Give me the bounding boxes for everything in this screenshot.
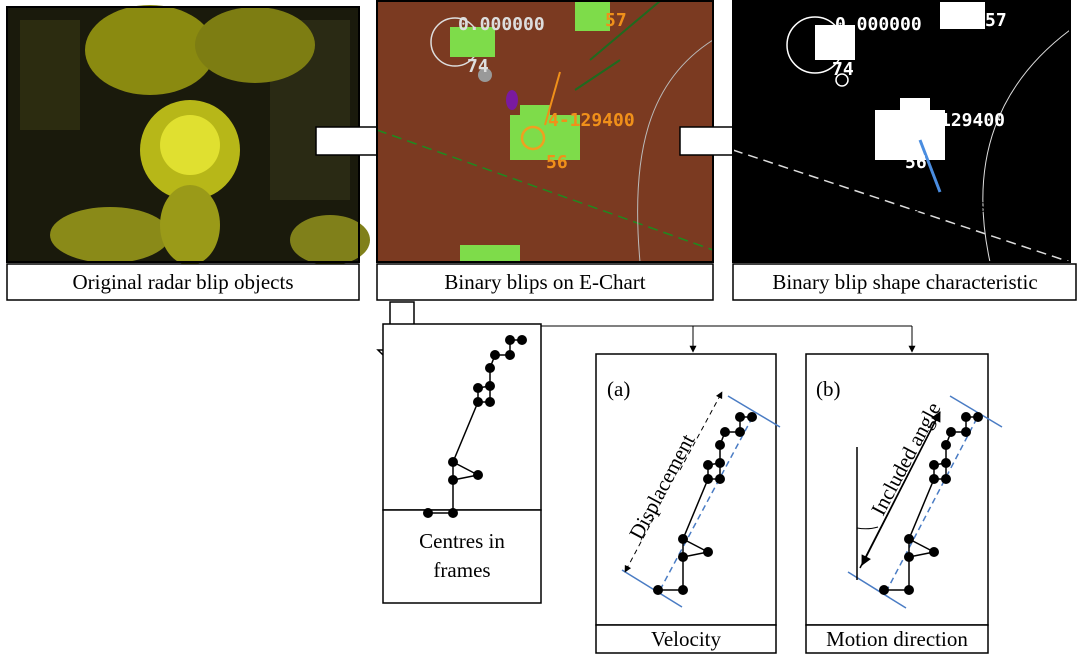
centre-dot	[735, 427, 745, 437]
centre-dot	[517, 335, 527, 345]
caption: Motion direction	[826, 627, 968, 651]
centre-dot	[505, 335, 515, 345]
centre-dot	[678, 552, 688, 562]
centre-dot	[490, 350, 500, 360]
centre-dot	[448, 457, 458, 467]
centre-dot	[941, 474, 951, 484]
echart-label: 0.000000	[458, 14, 545, 35]
centre-dot	[703, 460, 713, 470]
centre-dot	[929, 474, 939, 484]
centre-dot	[715, 474, 725, 484]
centre-dot	[879, 585, 889, 595]
centre-dot	[946, 427, 956, 437]
centre-dot	[473, 397, 483, 407]
centre-dot	[485, 381, 495, 391]
centre-dot	[904, 585, 914, 595]
centre-dot	[904, 534, 914, 544]
centre-dot	[448, 508, 458, 518]
centre-dot	[961, 427, 971, 437]
centre-dot	[941, 440, 951, 450]
centre-dot	[448, 475, 458, 485]
binary-label: 57	[985, 10, 1007, 31]
radar-binary	[733, 1, 1070, 262]
centre-dot	[904, 552, 914, 562]
centre-dot	[485, 397, 495, 407]
centre-dot	[961, 412, 971, 422]
centre-dot	[653, 585, 663, 595]
caption: Velocity	[651, 627, 721, 651]
centres-panel	[383, 324, 541, 510]
echart-label: 4-129400	[548, 110, 635, 131]
panel-tag: (a)	[607, 377, 630, 401]
centre-dot	[735, 412, 745, 422]
centre-dot	[747, 412, 757, 422]
centre-dot	[703, 547, 713, 557]
centre-dot	[973, 412, 983, 422]
radar-echart	[377, 1, 713, 262]
centre-dot	[678, 585, 688, 595]
echart-label: 57	[605, 10, 627, 31]
centre-dot	[929, 460, 939, 470]
centre-dot	[941, 458, 951, 468]
centre-dot	[703, 474, 713, 484]
caption: frames	[433, 558, 490, 582]
centre-dot	[485, 363, 495, 373]
binary-label: 129400	[940, 110, 1005, 131]
centre-dot	[423, 508, 433, 518]
caption: Centres in	[419, 529, 505, 553]
centre-dot	[929, 547, 939, 557]
caption: Original radar blip objects	[72, 270, 293, 294]
binary-label: 56	[905, 152, 927, 173]
centre-dot	[678, 534, 688, 544]
centre-dot	[505, 350, 515, 360]
binary-label: 74	[832, 59, 854, 80]
centre-dot	[715, 440, 725, 450]
size-label-rest: =blip size	[928, 193, 1010, 217]
centre-dot	[473, 470, 483, 480]
centre-dot	[715, 458, 725, 468]
caption: Binary blips on E-Chart	[444, 270, 645, 294]
binary-label: 0.000000	[835, 14, 922, 35]
panel-tag: (c)	[1025, 143, 1048, 167]
diagram: Original radar blip objects 0.000000 74 …	[0, 0, 1077, 659]
caption: Binary blip shape characteristic	[772, 270, 1037, 294]
echart-label: 56	[546, 152, 568, 173]
centre-dot	[720, 427, 730, 437]
centre-dot	[473, 383, 483, 393]
echart-label: 74	[467, 56, 489, 77]
size-label-base: S	[910, 193, 922, 217]
caption-box	[383, 510, 541, 603]
panel-tag: (b)	[816, 377, 841, 401]
